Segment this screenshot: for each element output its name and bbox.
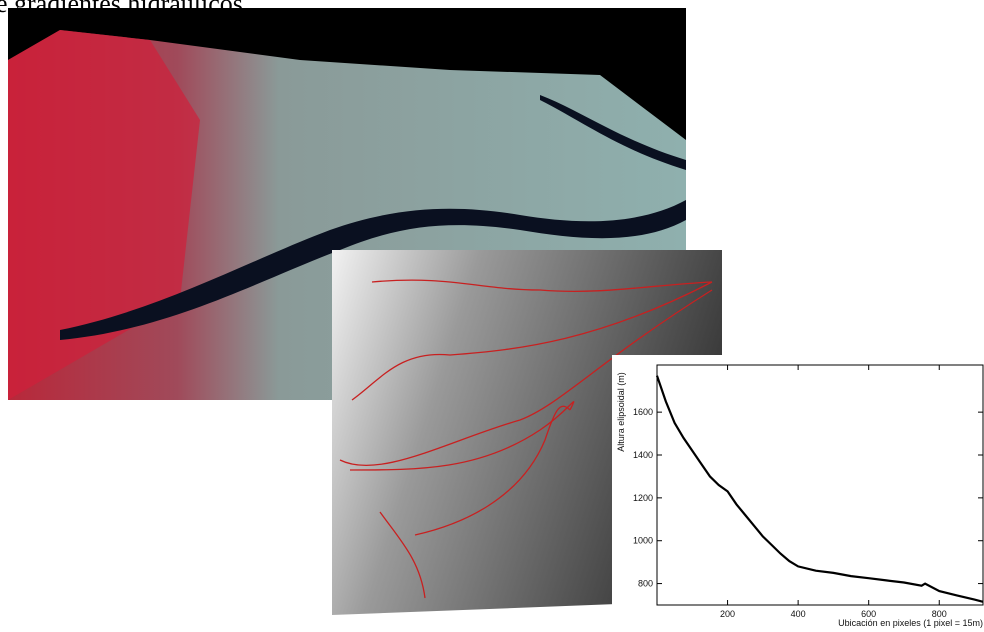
x-tick-label: 600: [861, 609, 876, 619]
page: {"caption": "e gradientes hidráulicos.",…: [0, 0, 984, 632]
y-axis-label: Altura elipsoidal (m): [616, 372, 626, 452]
figure: e gradientes hidráulicos. Altura elipsoi…: [0, 0, 984, 632]
x-tick-label: 200: [720, 609, 735, 619]
chart-panel: [612, 355, 984, 632]
x-axis-label: Ubicación en pixeles (1 pixel = 15m): [838, 618, 983, 628]
y-tick-label: 1600: [633, 407, 653, 417]
y-tick-label: 1400: [633, 450, 653, 460]
y-tick-label: 1000: [633, 536, 653, 546]
y-tick-label: 800: [638, 579, 653, 589]
x-tick-label: 800: [932, 609, 947, 619]
x-tick-label: 400: [791, 609, 806, 619]
y-tick-label: 1200: [633, 493, 653, 503]
